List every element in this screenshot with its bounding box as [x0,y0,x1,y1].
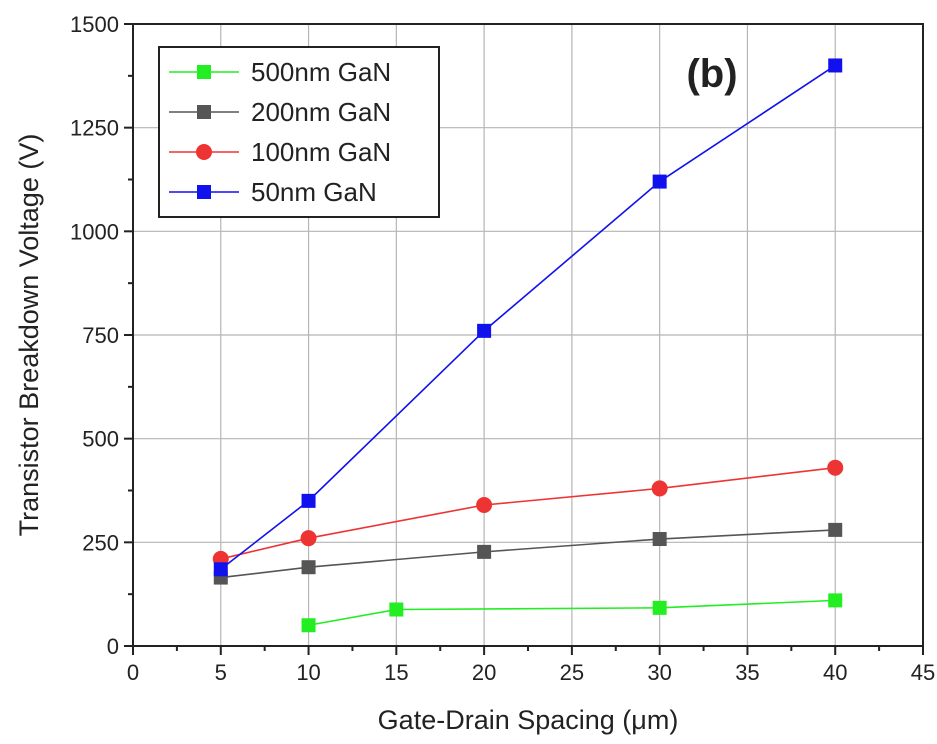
y-tick-label: 750 [82,323,119,348]
data-point [213,562,228,577]
series-line [308,599,836,627]
legend-label: 500nm GaN [251,57,391,87]
data-point [828,522,843,537]
series-500nm-gan [301,593,843,633]
data-point [652,600,667,615]
data-point [301,493,316,508]
x-tick-label: 15 [384,660,408,685]
data-point [828,593,843,608]
data-point [476,497,493,514]
legend: 500nm GaN 200nm GaN 100nm GaN 50nm GaN [158,46,440,218]
data-point [477,323,492,338]
data-point [652,174,667,189]
data-point [827,459,844,476]
data-point [651,480,668,497]
x-tick-label: 10 [296,660,320,685]
legend-marker [197,65,211,79]
panel-label: (b) [686,52,737,96]
x-tick-label: 30 [647,660,671,685]
axis-ticks: 0 5 10 15 20 25 30 35 40 45 0 250 500 750 1000 1250 1500 [70,12,935,685]
series-layer [212,58,844,633]
y-tick-label: 500 [82,427,119,452]
legend-label: 200nm GaN [251,97,391,127]
data-point [300,530,317,547]
data-point [652,532,667,547]
y-tick-label: 1000 [70,219,119,244]
y-axis-title: Transistor Breakdown Voltage (V) [14,134,44,537]
x-tick-label: 5 [215,660,227,685]
x-tick-label: 25 [560,660,584,685]
data-point [389,602,404,617]
x-tick-label: 45 [911,660,935,685]
x-tick-label: 35 [735,660,759,685]
y-tick-label: 0 [107,634,119,659]
x-tick-label: 0 [127,660,139,685]
data-point [477,544,492,559]
legend-label: 100nm GaN [251,137,391,167]
data-point [301,560,316,575]
y-tick-label: 250 [82,530,119,555]
legend-label: 50nm GaN [251,177,377,207]
data-point [301,618,316,633]
legend-marker [197,185,211,199]
legend-marker [197,105,211,119]
series-50nm-gan [213,58,843,577]
y-tick-label: 1250 [70,116,119,141]
y-tick-label: 1500 [70,12,119,37]
x-tick-label: 40 [823,660,847,685]
data-point [828,58,843,73]
legend-marker [196,144,212,160]
x-axis-title: Gate-Drain Spacing (μm) [378,705,679,735]
x-tick-label: 20 [472,660,496,685]
